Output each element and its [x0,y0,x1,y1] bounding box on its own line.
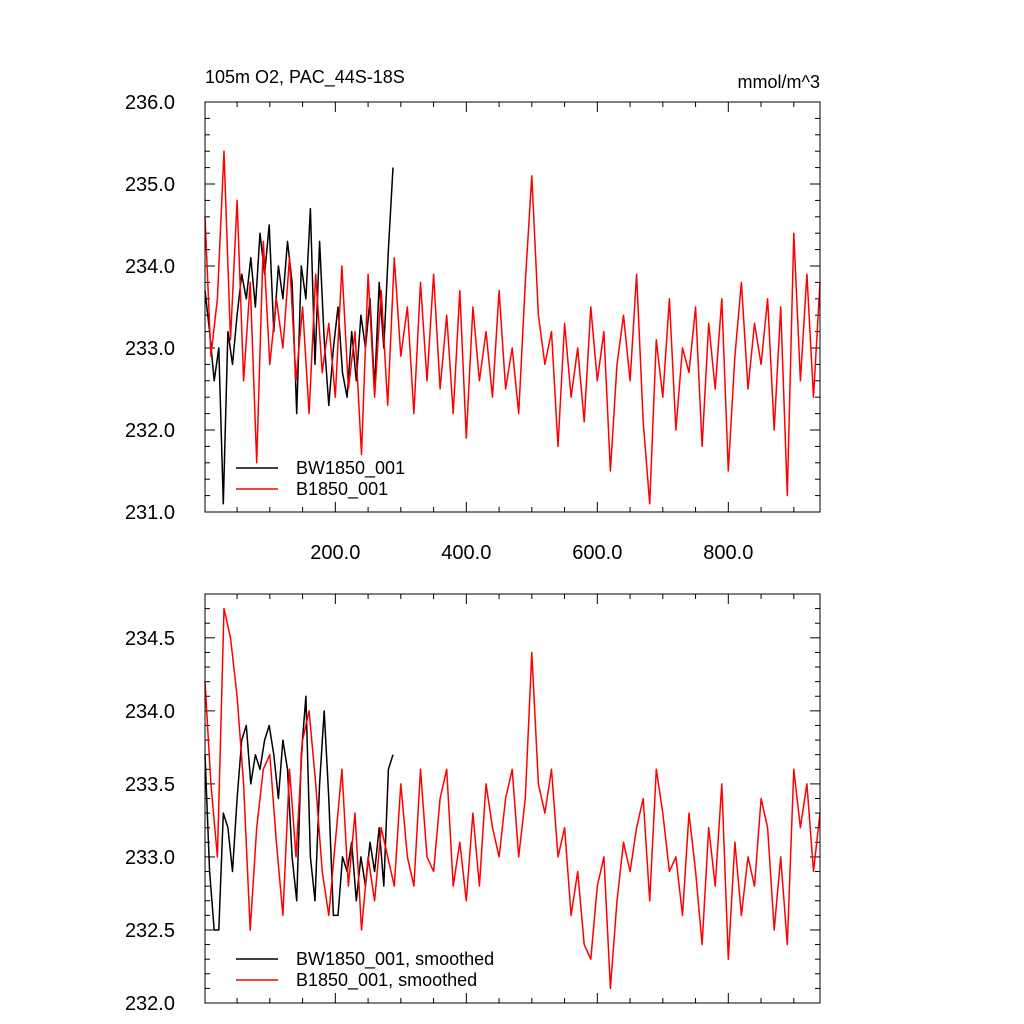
bottom-panel: 232.0 232.5 233.0 233.5 234.0 234.5 BW1850_00… [125,593,821,1015]
y-tick-label: 232.0 [125,993,175,1015]
y-tick-label: 232.5 [125,920,175,942]
y-tick-label: 234.0 [125,256,175,278]
legend-label: B1850_001 [296,479,388,500]
top-panel-y-tick-labels: 231.0 232.0 233.0 234.0 235.0 236.0 [125,92,175,524]
chart-title: 105m O2, PAC_44S-18S [205,67,405,88]
y-tick-label: 234.5 [125,628,175,650]
legend-label: BW1850_001 [296,458,405,479]
y-tick-label: 232.0 [125,420,175,442]
y-tick-label: 231.0 [125,502,175,524]
y-tick-label: 234.0 [125,701,175,723]
y-tick-label: 233.0 [125,338,175,360]
top-panel-series [204,150,821,505]
units-label: mmol/m^3 [738,72,820,92]
series-line-b1850-001-smoothed [204,607,821,990]
top-panel-frame [204,101,821,513]
x-tick-label: 800.0 [703,542,753,564]
y-tick-label: 233.5 [125,774,175,796]
legend-label: B1850_001, smoothed [296,970,477,991]
top-panel-x-tick-labels: 200.0 400.0 600.0 800.0 [310,542,753,564]
x-tick-label: 400.0 [441,542,491,564]
series-line-bw1850-001 [204,167,394,505]
x-tick-label: 200.0 [310,542,360,564]
bottom-panel-y-tick-labels: 232.0 232.5 233.0 233.5 234.0 234.5 [125,628,175,1015]
legend-label: BW1850_001, smoothed [296,949,494,970]
series-line-bw1850-001-smoothed [204,695,394,931]
y-tick-label: 235.0 [125,174,175,196]
series-line-b1850-001 [204,150,821,505]
bottom-panel-ticks [205,593,820,1004]
y-tick-label: 236.0 [125,92,175,114]
y-tick-label: 233.0 [125,847,175,869]
top-panel: 105m O2, PAC_44S-18S mmol/m^3 231.0 232.0… [125,67,821,564]
x-tick-label: 600.0 [572,542,622,564]
bottom-panel-frame [204,593,821,1004]
bottom-panel-series [204,607,821,990]
